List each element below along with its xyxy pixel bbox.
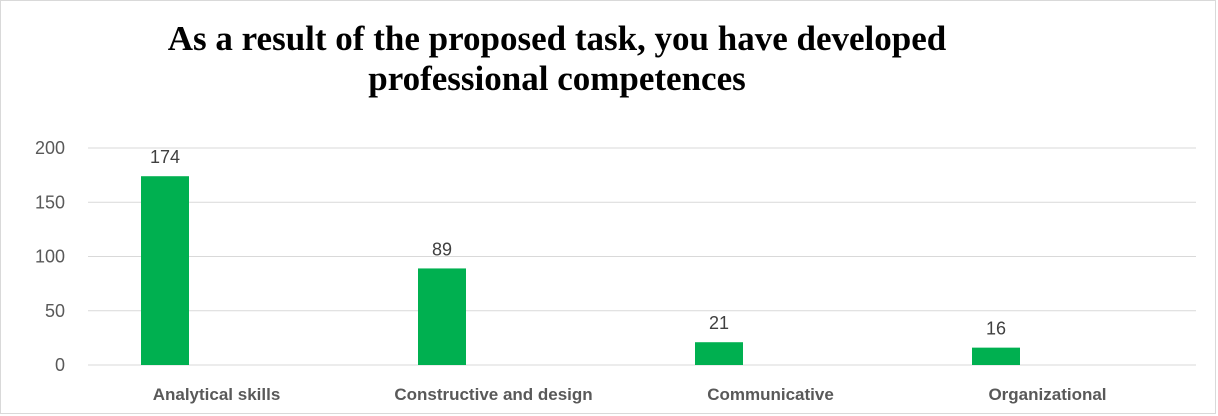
category-label-3: Communicative bbox=[707, 385, 834, 404]
category-label-1: Analytical skills bbox=[153, 385, 281, 404]
bar-3 bbox=[695, 342, 743, 365]
data-label-3: 21 bbox=[709, 313, 729, 333]
y-tick-label-200: 200 bbox=[35, 138, 65, 158]
y-tick-label-150: 150 bbox=[35, 192, 65, 212]
chart-title: As a result of the proposed task, you ha… bbox=[1, 19, 1113, 99]
category-label-4: Organizational bbox=[988, 385, 1106, 404]
data-label-1: 174 bbox=[150, 147, 180, 167]
y-tick-label-0: 0 bbox=[55, 355, 65, 375]
bar-1 bbox=[141, 176, 189, 365]
y-tick-label-100: 100 bbox=[35, 247, 65, 267]
y-tick-label-50: 50 bbox=[45, 301, 65, 321]
data-label-2: 89 bbox=[432, 239, 452, 259]
chart-title-line-1: As a result of the proposed task, you ha… bbox=[167, 19, 947, 58]
bar-4 bbox=[972, 347, 1020, 365]
category-label-2: Constructive and design bbox=[394, 385, 592, 404]
bar-2 bbox=[418, 268, 466, 365]
chart-title-line-2: professional competences bbox=[368, 59, 746, 98]
data-label-4: 16 bbox=[986, 319, 1006, 339]
